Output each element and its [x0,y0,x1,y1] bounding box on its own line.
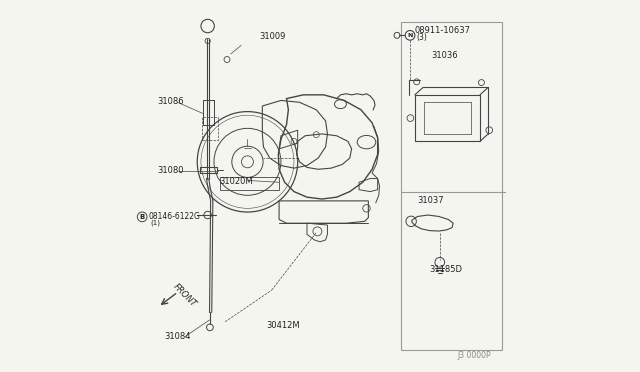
Text: 31036: 31036 [431,51,458,60]
Text: 31185D: 31185D [429,265,463,274]
Text: 30412M: 30412M [266,321,300,330]
Text: 08146-6122G: 08146-6122G [148,212,200,221]
Bar [202,117,218,140]
Text: 31086: 31086 [157,97,184,106]
Bar [401,22,502,350]
Text: N: N [407,33,413,38]
Text: FRONT: FRONT [172,282,198,309]
Text: (3): (3) [416,33,427,42]
Text: 31009: 31009 [260,32,286,41]
Text: 31037: 31037 [417,196,444,205]
Text: J3 0000P: J3 0000P [458,351,492,360]
Text: 31020M: 31020M [220,177,253,186]
Text: B: B [140,214,145,220]
Text: (1): (1) [150,220,161,226]
Text: 31084: 31084 [164,331,191,340]
Text: 08911-10637: 08911-10637 [415,26,470,35]
Text: 31080: 31080 [157,166,184,175]
